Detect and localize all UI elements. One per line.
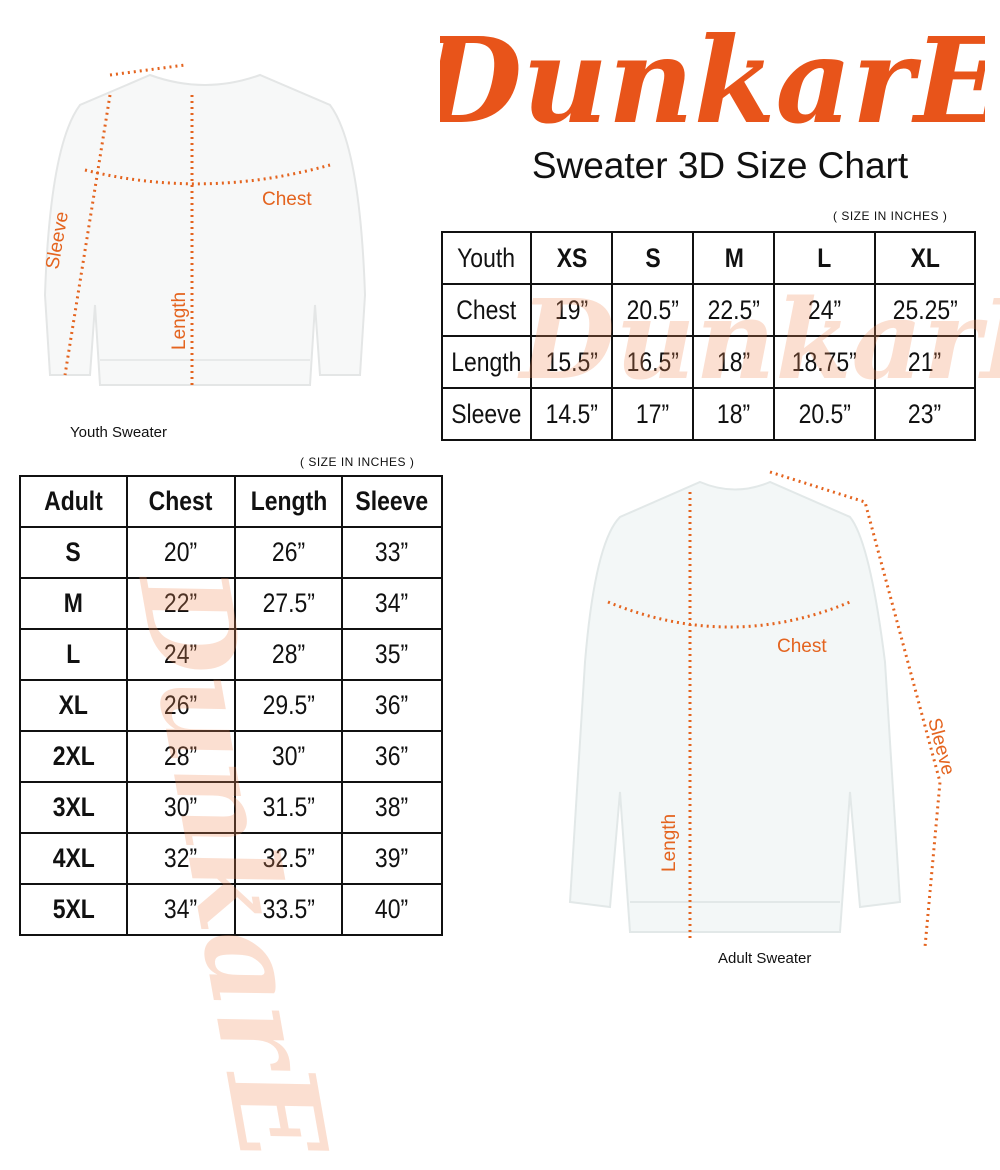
table-cell: 36” [341,730,443,783]
page-title: Sweater 3D Size Chart [531,145,909,186]
brand-logo: DunkarE [417,10,1000,150]
header-cell: Adult [19,475,128,528]
table-cell: 24” [126,628,236,681]
table-row: 5XL 34” 33.5” 40” [19,883,443,936]
row-label: M [19,577,128,630]
table-cell: 22” [126,577,236,630]
table-row: L 24” 28” 35” [19,628,443,681]
youth-size-table: Youth XS S M L XL Chest 19” 20.5” 22.5” … [441,231,977,441]
table-row: Chest 19” 20.5” 22.5” 24” 25.25” [441,283,977,337]
youth-caption: Youth Sweater [70,424,168,441]
table-cell: 38” [341,781,443,834]
row-label: Chest [441,283,532,337]
header-cell: Length [234,475,343,528]
header-cell: S [611,231,695,285]
table-cell: 32.5” [234,832,343,885]
table-cell: 16.5” [611,335,695,389]
table-cell: 25.25” [873,283,977,337]
youth-sweater-shape [43,73,367,386]
row-label: 5XL [19,883,128,936]
table-header-row: Adult Chest Length Sleeve [19,475,443,528]
table-cell: 24” [773,283,876,337]
row-label: L [19,628,128,681]
adult-sweater-shape [568,480,902,933]
adult-length-label: Length [659,814,680,872]
table-cell: 33” [341,526,443,579]
table-cell: 17” [611,387,695,441]
table-row: 3XL 30” 31.5” 38” [19,781,443,834]
header-cell: Youth [441,231,532,285]
row-label: 3XL [19,781,128,834]
table-cell: 14.5” [529,387,614,441]
table-row: Length 15.5” 16.5” 18” 18.75” 21” [441,335,977,389]
table-cell: 19” [529,283,614,337]
table-cell: 20” [126,526,236,579]
table-header-row: Youth XS S M L XL [441,231,977,285]
table-row: 4XL 32” 32.5” 39” [19,832,443,885]
row-label: Length [441,335,532,389]
table-cell: 26” [234,526,343,579]
table-cell: 28” [234,628,343,681]
table-cell: 40” [341,883,443,936]
table-row: S 20” 26” 33” [19,526,443,579]
row-label: Sleeve [441,387,532,441]
youth-length-label: Length [169,292,190,350]
header-cell: M [692,231,776,285]
table-cell: 30” [126,781,236,834]
table-cell: 28” [126,730,236,783]
adult-sweater-diagram: Chest Length Sleeve [540,462,980,952]
adult-unit-note: ( SIZE IN INCHES ) [300,455,415,469]
table-cell: 36” [341,679,443,732]
table-cell: 18.75” [773,335,876,389]
youth-chest-label: Chest [262,189,312,210]
header-cell: XS [529,231,614,285]
adult-caption: Adult Sweater [718,950,812,967]
table-cell: 32” [126,832,236,885]
youth-unit-note: ( SIZE IN INCHES ) [833,209,948,223]
youth-sweater-diagram: Chest Length Sleeve [30,55,380,415]
adult-size-table: Adult Chest Length Sleeve S 20” 26” 33” M 22”… [19,475,443,936]
table-cell: 39” [341,832,443,885]
adult-sleeve-label: Sleeve [923,716,958,778]
table-cell: 27.5” [234,577,343,630]
table-cell: 22.5” [692,283,776,337]
adult-chest-label: Chest [777,636,827,657]
table-cell: 21” [873,335,977,389]
table-cell: 26” [126,679,236,732]
table-cell: 23” [873,387,977,441]
header-cell: L [773,231,876,285]
table-cell: 20.5” [611,283,695,337]
table-cell: 18” [692,387,776,441]
table-cell: 34” [341,577,443,630]
table-cell: 33.5” [234,883,343,936]
table-cell: 31.5” [234,781,343,834]
header-cell: XL [873,231,977,285]
table-cell: 29.5” [234,679,343,732]
header-cell: Sleeve [341,475,443,528]
table-row: M 22” 27.5” 34” [19,577,443,630]
table-row: Sleeve 14.5” 17” 18” 20.5” 23” [441,387,977,441]
table-cell: 20.5” [773,387,876,441]
table-cell: 18” [692,335,776,389]
header-cell: Chest [126,475,236,528]
table-cell: 15.5” [529,335,614,389]
row-label: XL [19,679,128,732]
row-label: 2XL [19,730,128,783]
table-row: 2XL 28” 30” 36” [19,730,443,783]
table-cell: 30” [234,730,343,783]
row-label: 4XL [19,832,128,885]
table-cell: 34” [126,883,236,936]
table-cell: 35” [341,628,443,681]
logo-text: DunkarE [440,11,985,150]
row-label: S [19,526,128,579]
table-row: XL 26” 29.5” 36” [19,679,443,732]
